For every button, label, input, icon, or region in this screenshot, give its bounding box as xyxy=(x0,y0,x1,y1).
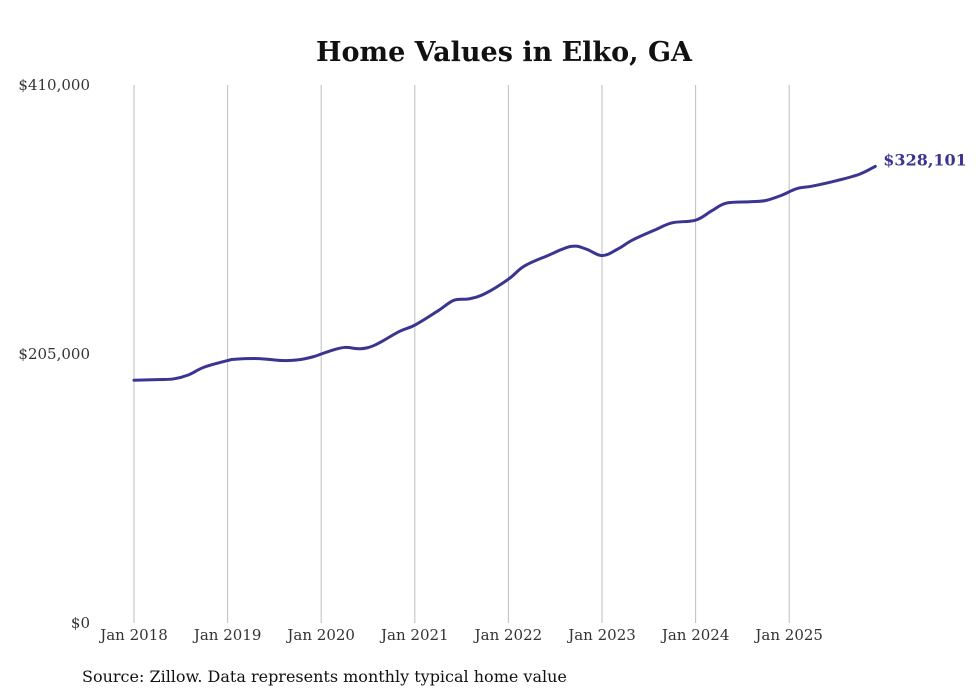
series-layer xyxy=(132,164,877,382)
x-tick-label: Jan 2021 xyxy=(379,626,449,644)
grid-lines xyxy=(133,85,790,623)
x-tick-label: Jan 2024 xyxy=(660,626,730,644)
end-value-label: $328,101 xyxy=(883,150,967,169)
chart-title: Home Values in Elko, GA xyxy=(316,37,693,68)
y-axis-tick-labels: $0 $205,000 $410,000 xyxy=(18,76,90,632)
annotations: $328,101 xyxy=(883,150,967,169)
y-tick-label: $0 xyxy=(71,614,90,632)
x-tick-label: Jan 2025 xyxy=(753,626,823,644)
series-line-0 xyxy=(132,164,877,382)
y-tick-label: $410,000 xyxy=(18,76,90,94)
source-note: Source: Zillow. Data represents monthly … xyxy=(82,667,567,686)
x-tick-label: Jan 2023 xyxy=(566,626,636,644)
x-tick-label: Jan 2019 xyxy=(192,626,262,644)
x-axis-tick-labels: Jan 2018 Jan 2019 Jan 2020 Jan 2021 Jan 2022… xyxy=(98,626,823,644)
x-tick-label: Jan 2020 xyxy=(285,626,355,644)
y-tick-label: $205,000 xyxy=(18,345,90,363)
x-tick-label: Jan 2022 xyxy=(473,626,543,644)
x-tick-label: Jan 2018 xyxy=(98,626,168,644)
